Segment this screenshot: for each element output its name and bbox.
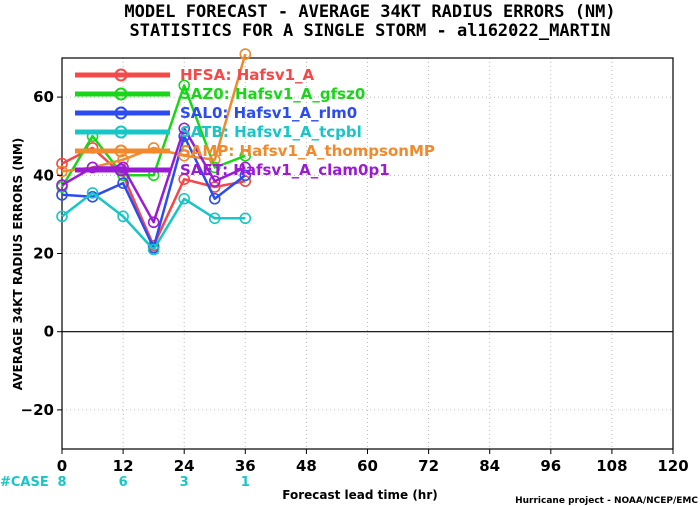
legend-swatch-marker: [114, 125, 128, 139]
y-tick-label: 60: [33, 88, 54, 106]
case-counts: 8 6 3 1: [57, 475, 249, 490]
legend-label: SAL0: Hafsv1_A_rlm0: [180, 104, 357, 122]
series-point: [178, 79, 190, 92]
y-tick-label: −20: [21, 401, 54, 419]
x-tick-label: 72: [418, 457, 439, 475]
series-point: [117, 177, 129, 189]
series-point: [208, 153, 221, 166]
series-point: [56, 165, 68, 178]
x-axis-label: Forecast lead time (hr): [282, 488, 438, 502]
series-point: [147, 243, 160, 256]
series-point: [178, 122, 190, 135]
legend-swatch-marker: [114, 87, 128, 101]
series-group: [56, 187, 252, 256]
case-count: 1: [241, 475, 250, 490]
grid: [62, 58, 673, 449]
series-point: [178, 173, 190, 186]
series-point: [117, 210, 129, 223]
x-tick-label: 96: [540, 457, 561, 475]
y-axis-label: AVERAGE 34KT RADIUS ERRORS (NM): [11, 138, 25, 390]
series-line: [60, 84, 246, 188]
chart-title: MODEL FORECAST - AVERAGE 34KT RADIUS ERR…: [124, 2, 615, 22]
chart-subtitle: STATISTICS FOR A SINGLE STORM - al162022…: [129, 21, 610, 41]
y-tick-labels: −20 0 20 40 60: [21, 88, 62, 419]
series-point: [239, 48, 252, 60]
series-point: [208, 192, 221, 205]
x-tick-labels: 0 12 24 36 48 60 72 84 96 108 120: [57, 449, 689, 475]
series-point: [56, 157, 68, 170]
legend-entry: SAMP: Hafsv1_A_thompsonMP: [75, 142, 435, 160]
series-point: [239, 169, 252, 182]
y-tick-label: 20: [33, 245, 54, 263]
legend-swatch-marker: [114, 144, 128, 158]
legend-swatch-marker: [114, 106, 128, 120]
series-point: [239, 149, 252, 162]
legend-entry: SAL0: Hafsv1_A_rlm0: [75, 104, 357, 122]
x-tick-label: 120: [657, 457, 688, 475]
x-tick-label: 0: [57, 457, 67, 475]
series-point: [56, 179, 68, 191]
x-tick-label: 84: [479, 457, 500, 475]
legend-swatch-marker: [114, 163, 128, 177]
legend-label: SAMP: Hafsv1_A_thompsonMP: [180, 142, 435, 160]
series-point: [178, 192, 190, 205]
case-count-label: #CASE: [0, 475, 49, 490]
series-point: [239, 212, 252, 225]
case-count: 8: [57, 475, 66, 490]
legend-label: HFSA: Hafsv1_A: [180, 66, 315, 84]
case-count: 6: [119, 475, 128, 490]
case-count: 3: [180, 475, 189, 490]
series-lines: [56, 48, 252, 256]
legend-swatch-marker: [114, 68, 128, 82]
credit-text: Hurricane project - NOAA/NCEP/EMC: [515, 496, 698, 506]
x-tick-label: 108: [596, 457, 627, 475]
legend-label: SAZ0: Hafsv1_A_gfsz0: [180, 85, 365, 103]
series-point: [208, 161, 221, 174]
y-tick-label: 0: [44, 323, 54, 341]
legend-entry: HFSA: Hafsv1_A: [75, 66, 315, 84]
legend-entry: SAZ0: Hafsv1_A_gfsz0: [75, 85, 365, 103]
legend-entry: SATB: Hafsv1_A_tcpbl: [75, 123, 362, 141]
series-point: [178, 149, 190, 162]
legend-entry: SAET: Hafsv1_A_clam0p1: [75, 161, 390, 179]
series-point: [208, 212, 221, 225]
series-point: [208, 175, 221, 187]
x-tick-label: 36: [235, 457, 256, 475]
series-point: [147, 216, 160, 229]
x-tick-label: 60: [357, 457, 378, 475]
legend-label: SAET: Hafsv1_A_clam0p1: [180, 161, 390, 179]
x-tick-label: 12: [113, 457, 134, 475]
series-line: [61, 191, 246, 251]
x-tick-label: 24: [174, 457, 195, 475]
x-tick-label: 48: [296, 457, 317, 475]
legend-label: SATB: Hafsv1_A_tcpbl: [180, 123, 362, 141]
series-point: [239, 161, 252, 174]
series-point: [86, 187, 99, 199]
series-point: [56, 210, 68, 223]
y-tick-label: 40: [33, 166, 54, 184]
